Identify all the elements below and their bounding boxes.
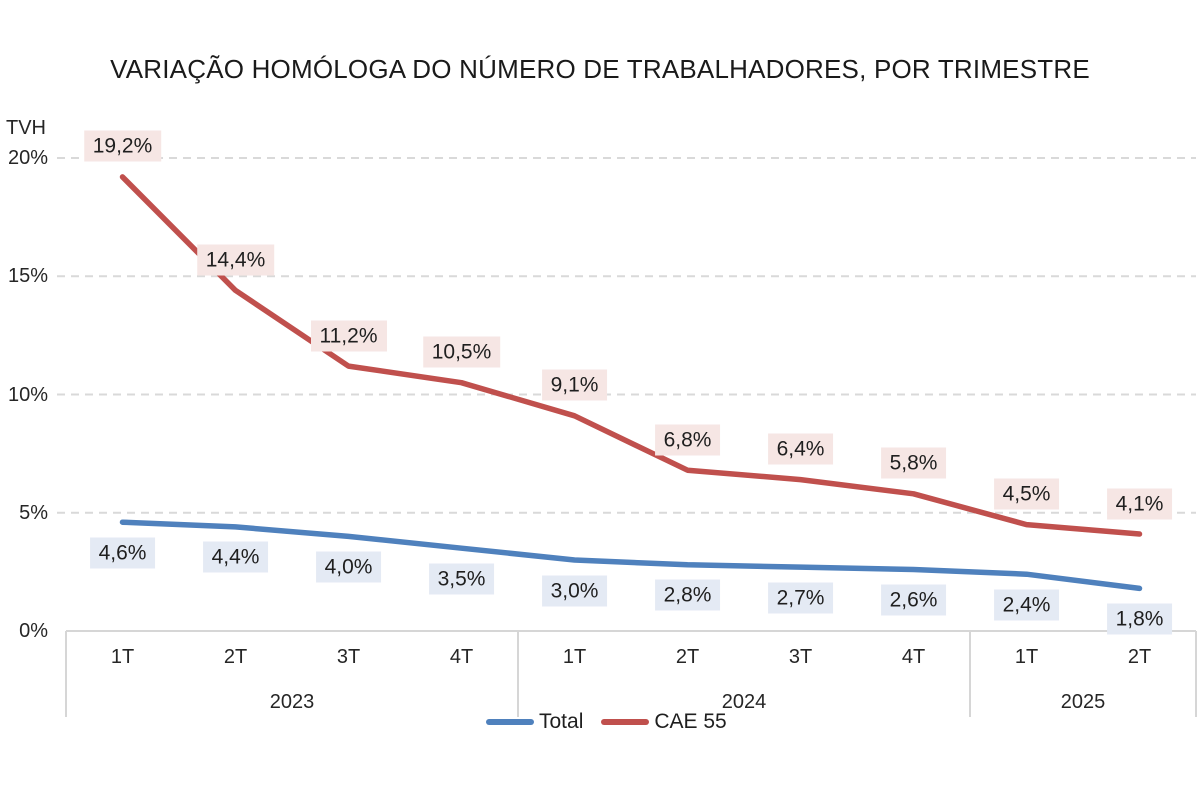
x-category-label: 4T bbox=[901, 646, 926, 668]
data-label-cae-55: 4,1% bbox=[1106, 488, 1173, 520]
y-tick-label: 0% bbox=[19, 620, 48, 642]
data-label-cae-55: 4,5% bbox=[993, 478, 1060, 510]
x-category-label: 1T bbox=[1014, 646, 1039, 668]
data-label-cae-55: 5,8% bbox=[880, 447, 947, 479]
data-label-total: 2,6% bbox=[880, 584, 947, 616]
year-label-2024: 2024 bbox=[721, 691, 767, 713]
legend-label: CAE 55 bbox=[654, 710, 727, 733]
legend-line-marker-icon bbox=[601, 719, 650, 725]
data-label-cae-55: 14,4% bbox=[196, 244, 275, 276]
data-label-cae-55: 6,8% bbox=[654, 424, 721, 456]
data-label-total: 4,6% bbox=[89, 537, 156, 569]
x-category-label: 2T bbox=[675, 646, 700, 668]
data-label-total: 3,0% bbox=[541, 575, 608, 607]
chart-title: VARIAÇÃO HOMÓLOGA DO NÚMERO DE TRABALHAD… bbox=[110, 54, 1090, 84]
data-label-cae-55: 10,5% bbox=[422, 336, 501, 368]
y-axis-title: TVH bbox=[6, 117, 46, 139]
legend-label: Total bbox=[539, 710, 584, 733]
data-label-total: 1,8% bbox=[1106, 603, 1173, 635]
data-label-cae-55: 9,1% bbox=[541, 369, 608, 401]
data-label-cae-55: 6,4% bbox=[767, 433, 834, 465]
x-category-label: 3T bbox=[336, 646, 361, 668]
data-label-total: 4,0% bbox=[315, 551, 382, 583]
legend-item-cae-55: CAE 55 bbox=[601, 710, 727, 734]
data-label-total: 3,5% bbox=[428, 563, 495, 595]
y-tick-label: 20% bbox=[7, 147, 48, 169]
x-category-label: 4T bbox=[449, 646, 474, 668]
x-category-label: 2T bbox=[1127, 646, 1152, 668]
data-label-total: 2,4% bbox=[993, 589, 1060, 621]
year-label-2025: 2025 bbox=[1060, 691, 1106, 713]
y-tick-label: 5% bbox=[19, 501, 48, 524]
legend: Total CAE 55 bbox=[486, 710, 727, 734]
legend-line-marker-icon bbox=[486, 719, 534, 725]
y-tick-label: 10% bbox=[7, 383, 48, 406]
y-tick-label: 15% bbox=[7, 265, 48, 288]
data-label-total: 4,4% bbox=[202, 541, 269, 573]
series-line-total bbox=[119, 519, 1143, 592]
x-category-label: 1T bbox=[110, 646, 135, 668]
data-label-total: 2,8% bbox=[654, 579, 721, 611]
x-category-label: 1T bbox=[562, 646, 587, 668]
data-label-total: 2,7% bbox=[767, 582, 834, 614]
data-label-cae-55: 11,2% bbox=[310, 320, 387, 352]
x-category-label: 2T bbox=[223, 646, 248, 668]
series-line-cae-55 bbox=[119, 174, 1143, 537]
year-label-2023: 2023 bbox=[269, 691, 315, 713]
legend-item-total: Total bbox=[486, 710, 583, 734]
data-label-cae-55: 19,2% bbox=[83, 130, 162, 162]
x-category-label: 3T bbox=[788, 646, 813, 668]
